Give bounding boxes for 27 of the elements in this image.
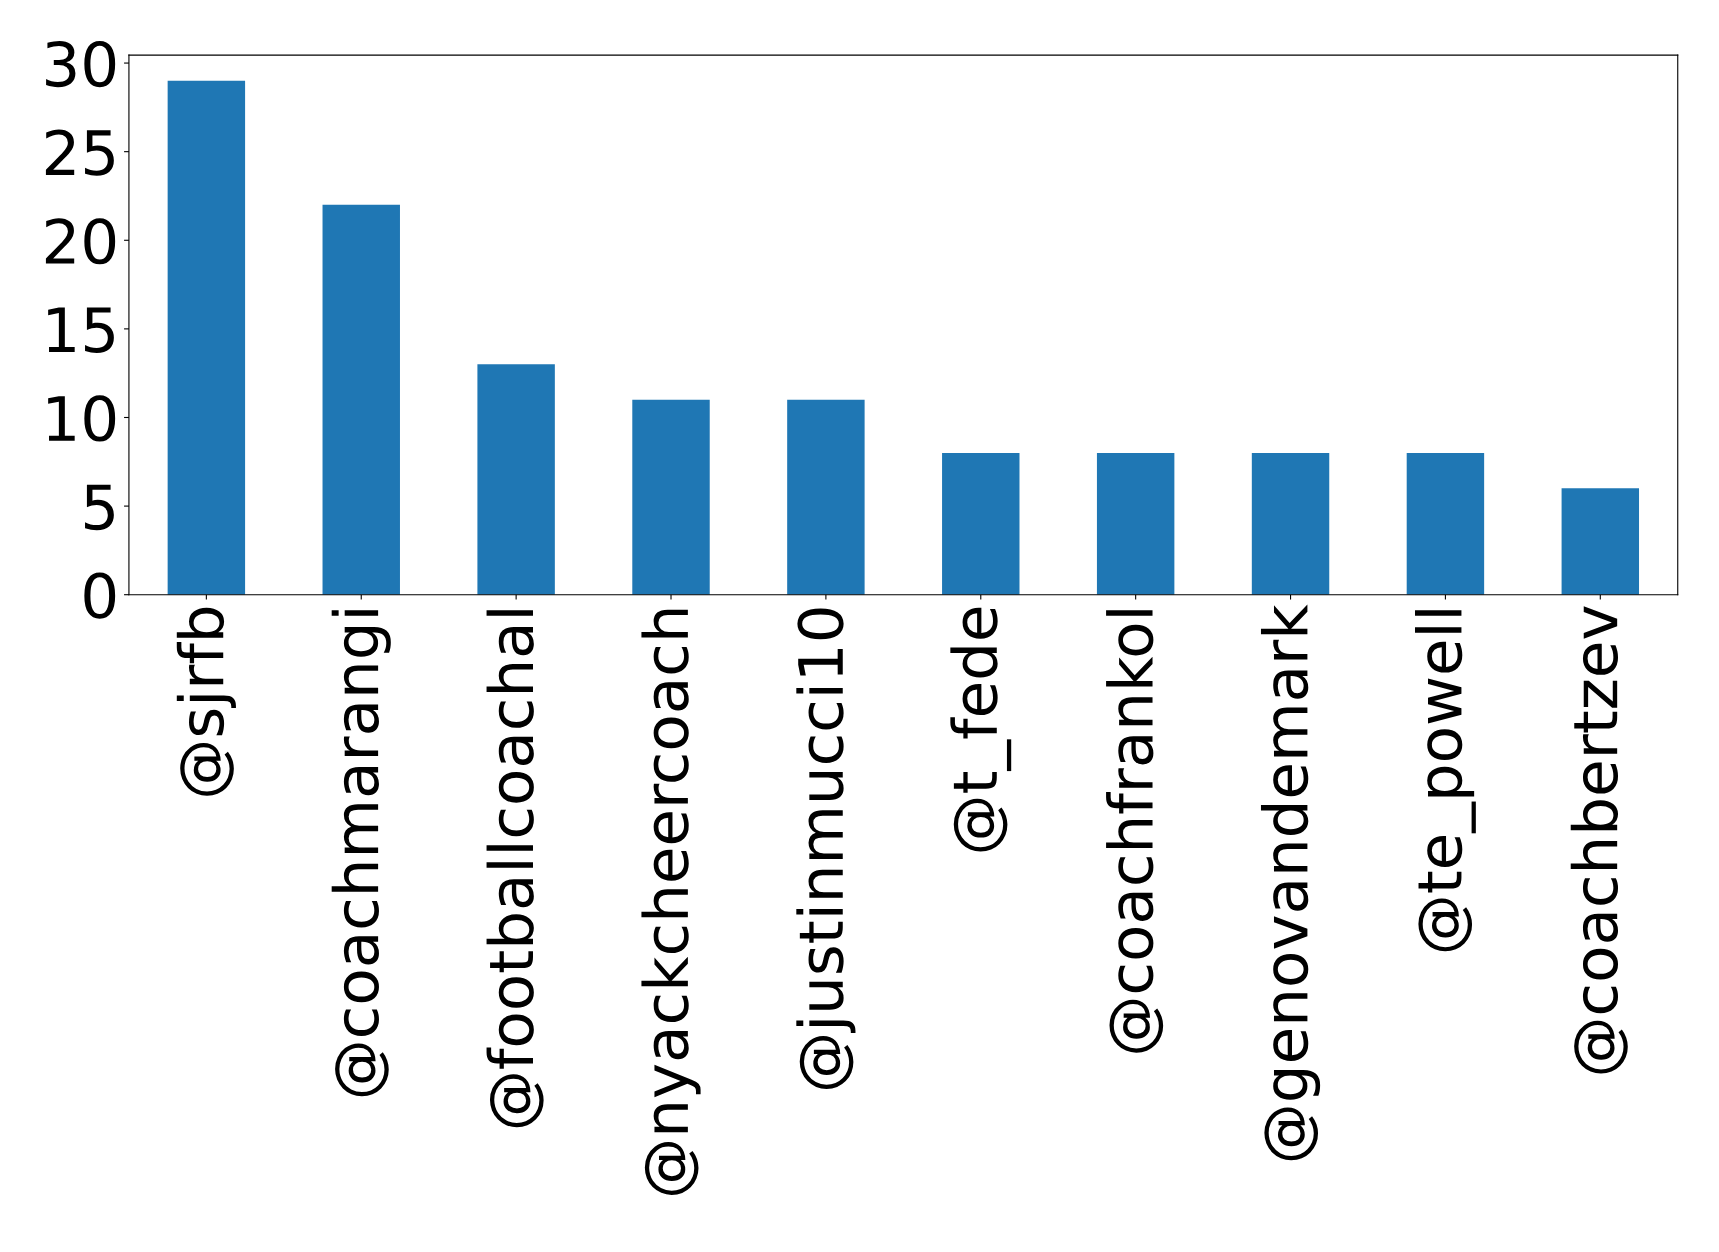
y-tick-label: 10 [48,395,116,442]
bar [632,399,710,595]
x-tick-label: @genovandemark [1260,604,1321,1161]
bar [1251,452,1330,595]
y-tick-label: 30 [46,40,116,88]
y-tick-label: 15 [48,307,114,353]
bar [942,452,1020,595]
bar [1561,488,1640,595]
x-tick-label: @nyackcheercoach [641,609,701,1195]
x-tick-label: @te_powell [1415,610,1476,952]
y-tick-label: 0 [84,572,116,619]
bar [787,399,865,595]
bar [1096,452,1175,595]
y-tick-label: 20 [45,218,116,265]
y-tick-label: 5 [85,484,114,531]
x-tick-label: @justinmucci10 [796,608,856,1089]
y-tick-label: 25 [45,129,114,176]
x-tick-label: @coachfrankol [1106,610,1164,1053]
x-tick-label: @coachbertzev [1570,606,1628,1074]
bar [477,364,555,595]
bar [322,204,400,595]
x-tick-label: @sjrfb [176,607,236,796]
bar [1406,452,1485,595]
x-tick-label: @coachmarangi [331,610,391,1097]
bar [167,80,246,595]
x-tick-label: @t_fede [950,607,1012,852]
x-tick-label: @footballcoachal [486,610,544,1128]
